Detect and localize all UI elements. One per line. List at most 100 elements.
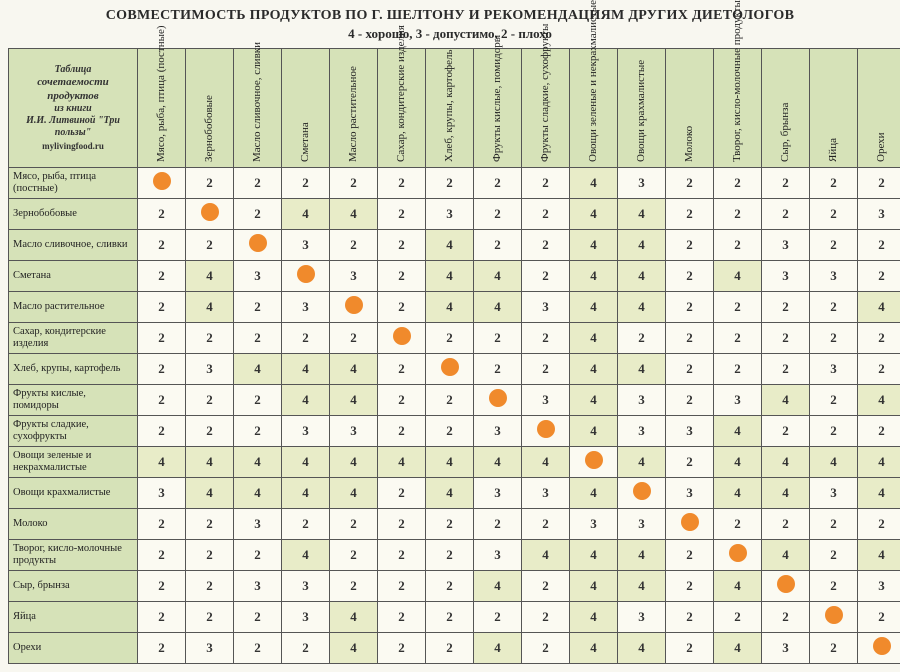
data-cell: 4: [282, 447, 330, 478]
diagonal-dot-icon: [585, 451, 603, 469]
data-cell: 2: [186, 509, 234, 540]
data-cell: 3: [330, 261, 378, 292]
data-cell: 2: [138, 540, 186, 571]
column-header: Фрукты кислые, помидоры: [474, 49, 522, 168]
data-cell: 2: [762, 509, 810, 540]
data-cell: 2: [522, 199, 570, 230]
data-cell: 3: [234, 509, 282, 540]
row-header: Мясо, рыба, птица (постные): [9, 168, 138, 199]
data-cell: 3: [522, 478, 570, 509]
table-row: Фрукты сладкие, сухофрукты22233223433422…: [9, 416, 900, 447]
row-header: Творог, кисло-молочные продукты: [9, 540, 138, 571]
data-cell: 4: [282, 478, 330, 509]
column-header: Сыр, брынза: [762, 49, 810, 168]
diagonal-dot-icon: [201, 203, 219, 221]
data-cell: [474, 385, 522, 416]
data-cell: [330, 292, 378, 323]
table-row: Хлеб, крупы, картофель234442224422232: [9, 354, 900, 385]
data-cell: 2: [426, 571, 474, 602]
data-cell: 2: [138, 261, 186, 292]
data-cell: 2: [714, 168, 762, 199]
data-cell: 2: [522, 509, 570, 540]
data-cell: 2: [762, 416, 810, 447]
data-cell: 4: [858, 385, 900, 416]
data-cell: 2: [378, 230, 426, 261]
diagonal-dot-icon: [489, 389, 507, 407]
data-cell: 2: [186, 540, 234, 571]
data-cell: 2: [282, 509, 330, 540]
data-cell: 4: [282, 199, 330, 230]
data-cell: 2: [522, 168, 570, 199]
data-cell: [138, 168, 186, 199]
data-cell: 2: [138, 602, 186, 633]
data-cell: 2: [858, 354, 900, 385]
data-cell: 4: [186, 292, 234, 323]
row-header: Яйца: [9, 602, 138, 633]
data-cell: 2: [138, 292, 186, 323]
data-cell: 4: [618, 540, 666, 571]
data-cell: 4: [858, 540, 900, 571]
data-cell: 2: [474, 354, 522, 385]
data-cell: 2: [522, 571, 570, 602]
data-cell: 2: [378, 509, 426, 540]
data-cell: 2: [714, 509, 762, 540]
data-cell: 2: [378, 633, 426, 664]
data-cell: 2: [378, 416, 426, 447]
data-cell: 2: [666, 633, 714, 664]
data-cell: [618, 478, 666, 509]
data-cell: 2: [714, 323, 762, 354]
column-header: Сметана: [282, 49, 330, 168]
data-cell: 4: [474, 261, 522, 292]
data-cell: [234, 230, 282, 261]
data-cell: 2: [474, 602, 522, 633]
data-cell: 3: [666, 478, 714, 509]
data-cell: 4: [570, 540, 618, 571]
column-header: Яйца: [810, 49, 858, 168]
data-cell: 3: [810, 478, 858, 509]
data-cell: 2: [618, 323, 666, 354]
data-cell: 4: [330, 199, 378, 230]
compatibility-table: Таблица сочетаемости продуктов из книги …: [8, 48, 900, 664]
data-cell: 2: [186, 602, 234, 633]
data-cell: 2: [138, 199, 186, 230]
data-cell: 2: [426, 168, 474, 199]
data-cell: 2: [474, 509, 522, 540]
data-cell: 2: [330, 540, 378, 571]
data-cell: 2: [858, 168, 900, 199]
data-cell: 3: [522, 385, 570, 416]
data-cell: 2: [378, 168, 426, 199]
data-cell: 2: [666, 385, 714, 416]
data-cell: 4: [522, 540, 570, 571]
data-cell: 2: [378, 261, 426, 292]
diagonal-dot-icon: [441, 358, 459, 376]
data-cell: 2: [378, 199, 426, 230]
column-header: Творог, кисло-молочные продукты: [714, 49, 762, 168]
data-cell: 3: [666, 416, 714, 447]
data-cell: 2: [714, 602, 762, 633]
data-cell: 2: [666, 323, 714, 354]
data-cell: 2: [858, 602, 900, 633]
data-cell: 4: [570, 323, 618, 354]
data-cell: 2: [810, 385, 858, 416]
data-cell: [186, 199, 234, 230]
data-cell: 4: [714, 261, 762, 292]
table-row: Орехи232242242442432: [9, 633, 900, 664]
data-cell: 2: [426, 540, 474, 571]
column-header: Сахар, кондитерские изделия: [378, 49, 426, 168]
data-cell: 3: [282, 292, 330, 323]
data-cell: 2: [138, 509, 186, 540]
column-header: Молоко: [666, 49, 714, 168]
table-row: Овощи крахмалистые344442433434434: [9, 478, 900, 509]
data-cell: 4: [234, 354, 282, 385]
data-cell: 2: [762, 292, 810, 323]
data-cell: 2: [138, 354, 186, 385]
data-cell: [666, 509, 714, 540]
data-cell: 4: [762, 447, 810, 478]
data-cell: 2: [762, 199, 810, 230]
data-cell: 2: [186, 230, 234, 261]
data-cell: 2: [810, 571, 858, 602]
data-cell: 2: [426, 385, 474, 416]
data-cell: 3: [282, 230, 330, 261]
column-header: Масло сливочное, сливки: [234, 49, 282, 168]
data-cell: 2: [138, 416, 186, 447]
